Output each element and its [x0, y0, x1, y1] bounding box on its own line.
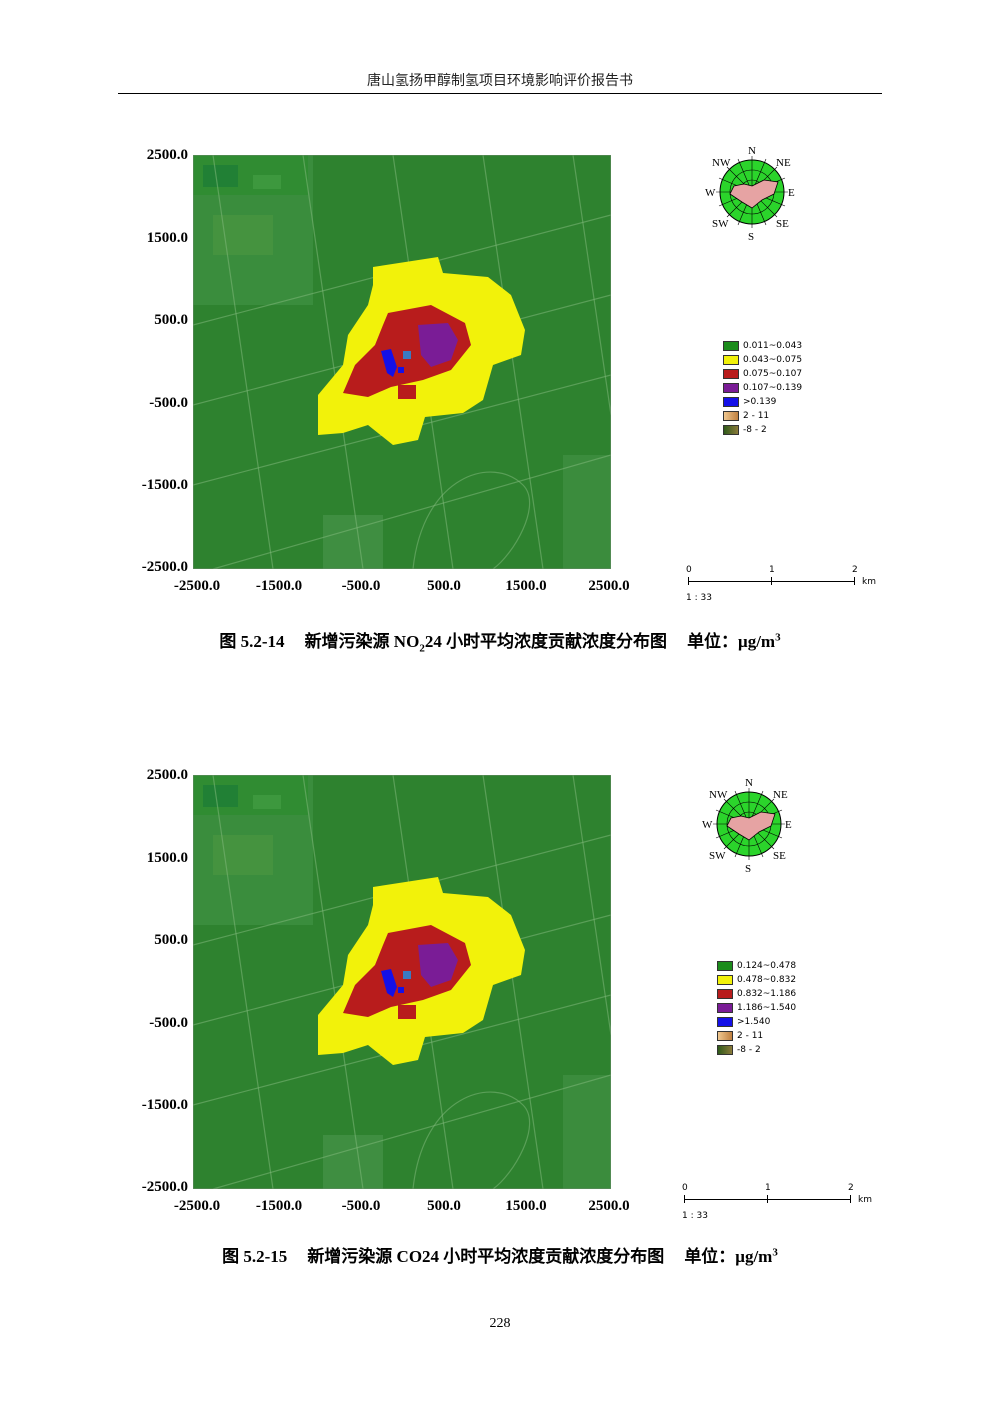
- y-tick: -1500.0: [141, 1097, 188, 1113]
- compass-label-s: S: [748, 231, 754, 242]
- scale-ratio: 1 : 33: [682, 1211, 708, 1221]
- x-tick: -2500.0: [173, 578, 221, 594]
- caption-number: 图 5.2-14: [219, 632, 285, 651]
- x-tick: -500.0: [341, 1198, 381, 1214]
- scale-mark-2: 2: [852, 565, 858, 575]
- compass-label-ne: NE: [773, 789, 788, 801]
- legend-item: 0.124~0.478: [717, 959, 796, 973]
- compass-label-w: W: [702, 819, 713, 831]
- x-tick: -1500.0: [255, 1198, 303, 1214]
- x-tick: 2500.0: [588, 578, 630, 594]
- legend-item: 2 - 11: [723, 409, 802, 423]
- scale-mark-0: 0: [682, 1183, 688, 1193]
- x-tick: -500.0: [341, 578, 381, 594]
- y-tick: 500.0: [154, 312, 188, 328]
- y-tick: 1500.0: [146, 230, 188, 246]
- scale-unit: km: [862, 577, 876, 587]
- legend-item: 0.043~0.075: [723, 353, 802, 367]
- legend-item: 0.011~0.043: [723, 339, 802, 353]
- x-tick: -1500.0: [255, 578, 303, 594]
- compass-label-nw: NW: [712, 157, 731, 169]
- wind-rose-compass: N NE E SE S SW W NW: [702, 777, 792, 874]
- compass-label-sw: SW: [709, 850, 726, 862]
- header-rule: [118, 93, 882, 94]
- legend-item: 1.186~1.540: [717, 1001, 796, 1015]
- scale-mark-1: 1: [769, 565, 775, 575]
- figure-caption: 图 5.2-14 新增污染源 NO224 小时平均浓度贡献浓度分布图 单位：μg/m…: [0, 627, 1000, 654]
- scale-mark-0: 0: [686, 565, 692, 575]
- y-tick: -500.0: [149, 1015, 188, 1031]
- scale-mark-2: 2: [848, 1183, 854, 1193]
- x-tick: 1500.0: [505, 1198, 547, 1214]
- legend-item: 0.832~1.186: [717, 987, 796, 1001]
- legend-item: >0.139: [723, 395, 802, 409]
- compass-label-ne: NE: [776, 157, 791, 169]
- compass-label-e: E: [785, 819, 792, 831]
- caption-text: 新增污染源 CO24 小时平均浓度贡献浓度分布图: [307, 1247, 665, 1266]
- figure-caption: 图 5.2-15 新增污染源 CO24 小时平均浓度贡献浓度分布图 单位：μg/m3: [0, 1242, 1000, 1267]
- legend-item: 0.107~0.139: [723, 381, 802, 395]
- map-graphic: [193, 155, 611, 569]
- legend: 0.011~0.043 0.043~0.075 0.075~0.107 0.10…: [723, 339, 802, 437]
- caption-number: 图 5.2-15: [222, 1247, 288, 1266]
- concentration-map[interactable]: [193, 775, 611, 1189]
- compass-label-w: W: [705, 187, 716, 199]
- caption-unit: 单位：μg/m3: [687, 631, 781, 651]
- legend-item: 2 - 11: [717, 1029, 796, 1043]
- x-tick: -2500.0: [173, 1198, 221, 1214]
- x-tick: 500.0: [427, 578, 461, 594]
- legend: 0.124~0.478 0.478~0.832 0.832~1.186 1.18…: [717, 959, 796, 1057]
- scale-bar: 0 1 2 km 1 : 33: [682, 1183, 872, 1223]
- scale-bar: 0 1 2 km 1 : 33: [686, 565, 876, 605]
- compass-label-se: SE: [776, 218, 789, 230]
- compass-label-se: SE: [773, 850, 786, 862]
- concentration-map[interactable]: [193, 155, 611, 569]
- scale-ratio: 1 : 33: [686, 593, 712, 603]
- scale-unit: km: [858, 1195, 872, 1205]
- y-tick: 500.0: [154, 932, 188, 948]
- compass-label-s: S: [745, 863, 751, 874]
- caption-text: 新增污染源 NO224 小时平均浓度贡献浓度分布图: [304, 632, 668, 655]
- y-tick: -500.0: [149, 395, 188, 411]
- y-tick: 2500.0: [146, 767, 188, 783]
- y-tick: -2500.0: [141, 559, 188, 575]
- y-tick: 2500.0: [146, 147, 188, 163]
- wind-rose-compass: N NE E SE S SW W NW: [705, 145, 795, 242]
- y-tick: 1500.0: [146, 850, 188, 866]
- compass-label-sw: SW: [712, 218, 729, 230]
- legend-item: 0.075~0.107: [723, 367, 802, 381]
- compass-label-e: E: [788, 187, 795, 199]
- legend-item: -8 - 2: [723, 423, 802, 437]
- legend-item: -8 - 2: [717, 1043, 796, 1057]
- compass-label-nw: NW: [709, 789, 728, 801]
- compass-label-n: N: [748, 145, 756, 157]
- x-tick: 2500.0: [588, 1198, 630, 1214]
- y-tick: -1500.0: [141, 477, 188, 493]
- page-header-title: 唐山氢扬甲醇制氢项目环境影响评价报告书: [367, 73, 633, 89]
- caption-unit: 单位：μg/m3: [684, 1246, 778, 1266]
- scale-mark-1: 1: [765, 1183, 771, 1193]
- x-tick: 1500.0: [505, 578, 547, 594]
- map-graphic: [193, 775, 611, 1189]
- x-tick: 500.0: [427, 1198, 461, 1214]
- compass-label-n: N: [745, 777, 753, 789]
- legend-item: 0.478~0.832: [717, 973, 796, 987]
- page-number: 228: [489, 1316, 511, 1331]
- legend-item: >1.540: [717, 1015, 796, 1029]
- y-tick: -2500.0: [141, 1179, 188, 1195]
